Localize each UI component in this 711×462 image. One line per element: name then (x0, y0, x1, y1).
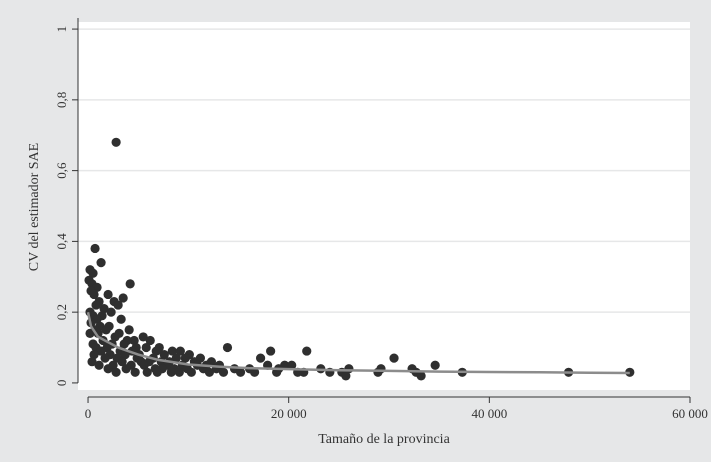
data-point-17 (99, 304, 109, 314)
data-point-31 (85, 328, 95, 338)
data-point-58 (89, 350, 99, 360)
data-point-55 (159, 350, 169, 360)
y-tick-label-2: 0,4 (54, 233, 69, 250)
data-point-105 (302, 346, 312, 356)
data-point-57 (120, 350, 130, 360)
data-point-106 (255, 353, 266, 363)
data-point-16 (113, 300, 123, 310)
data-point-96 (130, 367, 140, 377)
plot-area (78, 22, 690, 390)
y-tick-label-5: 1 (54, 26, 69, 33)
x-tick-label-1: 20 000 (271, 406, 307, 421)
data-point-1 (90, 243, 100, 254)
data-point-7 (125, 279, 135, 289)
data-point-98 (204, 367, 215, 377)
data-point-11 (103, 289, 113, 300)
data-point-92 (142, 367, 152, 377)
data-point-35 (129, 335, 139, 346)
data-point-95 (218, 367, 229, 377)
data-point-2 (96, 258, 106, 268)
trend-line (86, 311, 630, 375)
data-point-48 (151, 346, 161, 356)
data-point-27 (101, 325, 111, 335)
data-point-41 (119, 339, 129, 349)
data-point-64 (100, 353, 110, 363)
data-point-93 (186, 367, 196, 377)
data-point-125 (416, 371, 426, 381)
x-axis-title: Tamaño de la provincia (318, 432, 450, 447)
data-point-90 (103, 364, 113, 374)
data-point-12 (118, 293, 128, 303)
trend-line-layer (86, 311, 630, 375)
data-point-29 (124, 325, 134, 335)
data-point-45 (141, 342, 151, 353)
data-point-101 (174, 367, 184, 377)
data-point-32 (93, 328, 103, 338)
data-point-109 (287, 360, 297, 370)
data-point-99 (111, 367, 121, 377)
data-point-103 (222, 342, 233, 353)
data-point-104 (266, 346, 276, 356)
x-tick-label-3: 60 000 (672, 406, 708, 421)
data-point-94 (166, 367, 176, 377)
y-tick-label-4: 0,8 (54, 92, 69, 108)
data-point-51 (175, 346, 185, 356)
data-point-0 (111, 137, 121, 147)
data-point-4 (88, 268, 98, 278)
data-point-97 (152, 367, 162, 377)
axes (77, 18, 690, 398)
data-point-15 (91, 300, 101, 310)
data-point-22 (116, 314, 126, 324)
data-point-86 (121, 364, 131, 374)
data-point-69 (117, 357, 127, 367)
data-point-100 (235, 367, 246, 377)
data-point-126 (430, 360, 440, 370)
data-point-60 (171, 353, 181, 363)
y-axis-title: CV del estimador SAE (27, 143, 42, 271)
data-point-72 (87, 357, 97, 367)
data-point-122 (389, 353, 399, 363)
data-point-81 (94, 360, 104, 370)
data-point-10 (89, 289, 99, 300)
data-point-80 (139, 360, 149, 370)
x-axis-ticks: 0 20 000 40 000 60 000 (85, 397, 708, 421)
y-tick-label-1: 0,2 (54, 304, 69, 320)
y-axis-ticks: 0 0,2 0,4 0,6 0,8 1 (54, 26, 78, 386)
y-tick-label-3: 0,6 (54, 162, 69, 179)
data-point-50 (96, 346, 106, 356)
data-point-34 (110, 332, 120, 342)
data-point-38 (145, 335, 155, 346)
data-point-118 (341, 371, 351, 381)
data-point-33 (138, 332, 148, 342)
data-point-19 (106, 307, 116, 317)
data-point-65 (180, 353, 190, 363)
gridlines (78, 28, 690, 313)
x-tick-label-0: 0 (85, 406, 92, 421)
data-point-49 (167, 346, 177, 356)
x-tick-label-2: 40 000 (471, 406, 507, 421)
y-tick-label-0: 0 (54, 380, 69, 387)
